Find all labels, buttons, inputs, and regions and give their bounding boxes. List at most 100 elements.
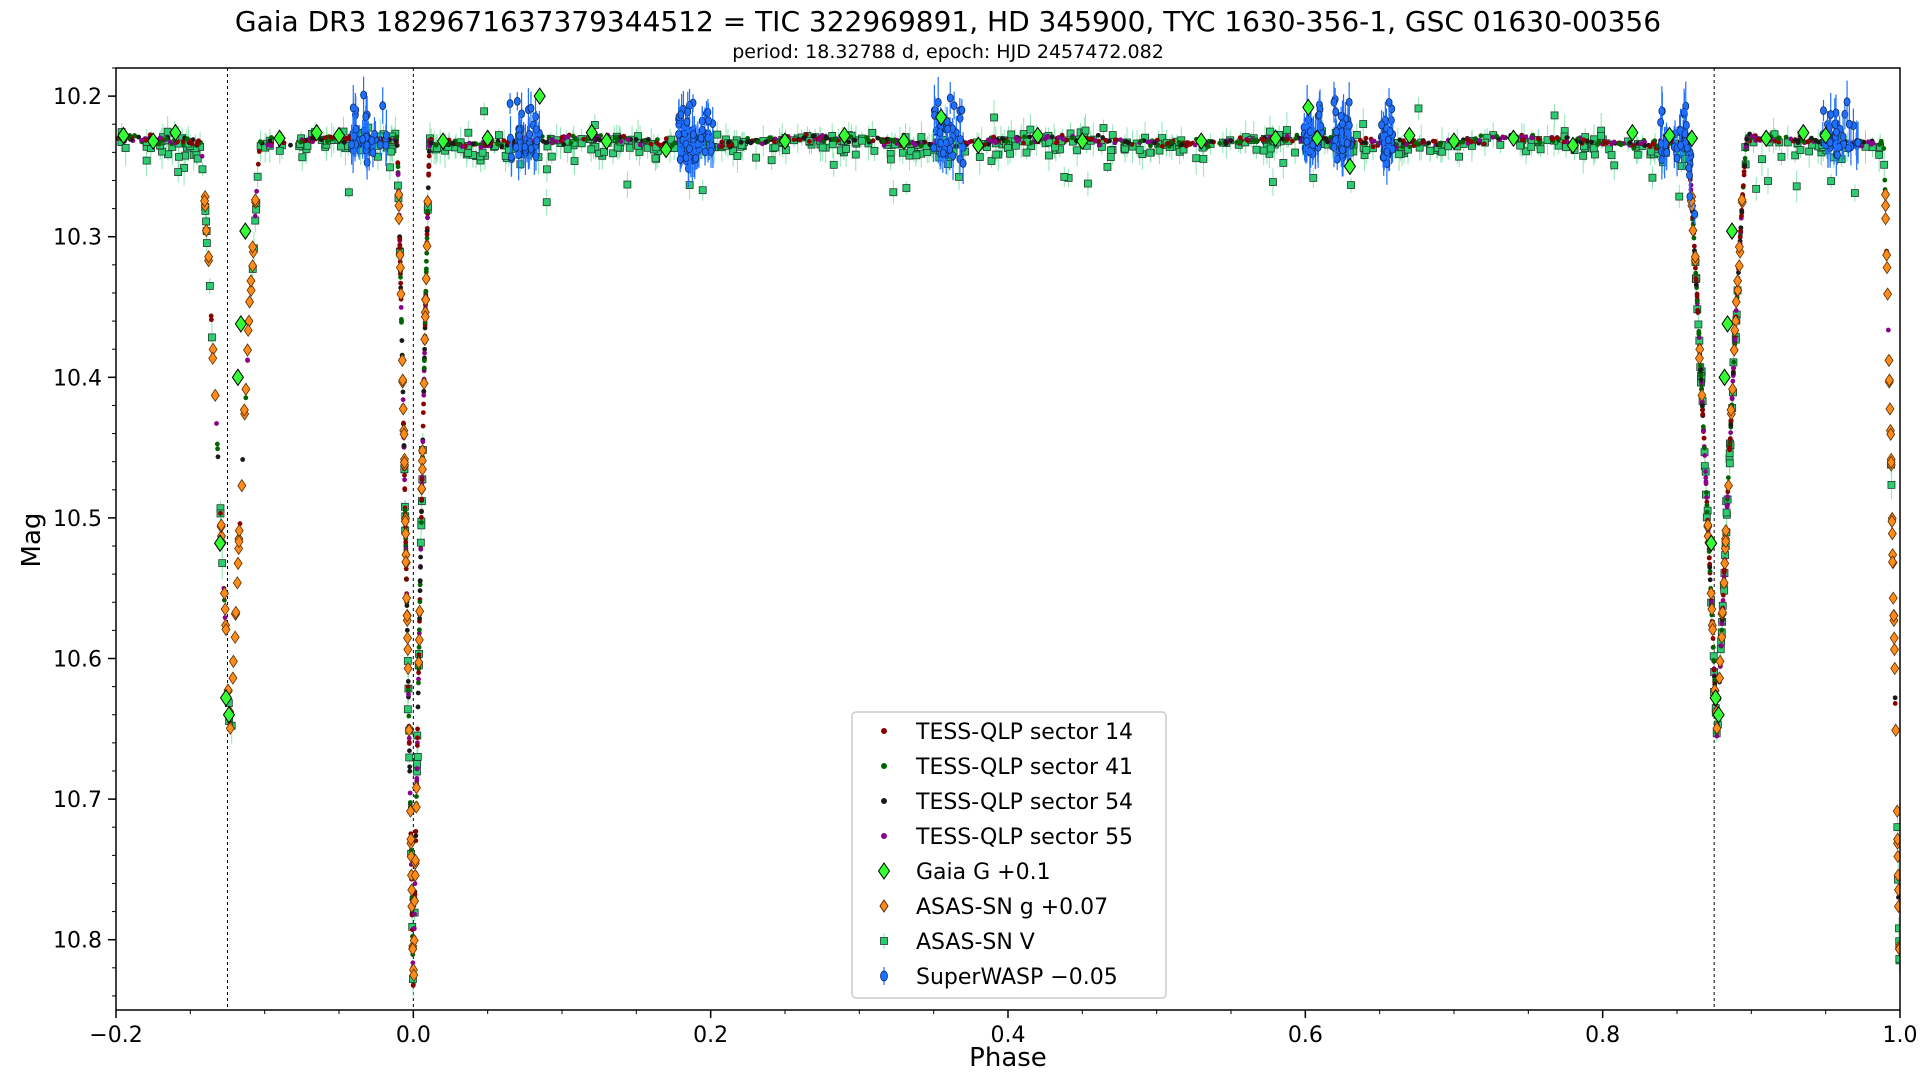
asassn-v-point	[387, 147, 396, 156]
tess-point	[420, 410, 426, 415]
asassn-g-point	[233, 556, 243, 571]
asassn-g-point	[403, 642, 413, 657]
tess-point	[1618, 142, 1624, 148]
tess-point	[1363, 135, 1369, 141]
legend-label: TESS-QLP sector 14	[915, 720, 1133, 745]
tess-point	[1581, 137, 1587, 143]
asassn-g-point	[1715, 671, 1725, 685]
asassn-v-point	[625, 143, 634, 152]
asassn-g-point	[1724, 478, 1733, 493]
tess-point	[553, 139, 559, 145]
asassn-g-point	[231, 605, 241, 620]
tess-point	[426, 172, 432, 178]
tess-point	[1698, 377, 1704, 383]
gaia-point	[897, 132, 911, 150]
tess-point	[1707, 577, 1713, 583]
superwasp-point	[705, 116, 712, 126]
asassn-g-point	[1718, 605, 1728, 620]
gaia-point	[934, 108, 948, 127]
asassn-v-point	[1764, 177, 1772, 185]
tess-point	[418, 554, 424, 560]
asassn-v-point	[992, 150, 1001, 159]
superwasp-point	[1841, 109, 1849, 119]
asassn-v-point	[1359, 120, 1368, 128]
asassn-v-point	[1893, 823, 1900, 832]
asassn-v-point	[344, 188, 353, 197]
tess-point	[417, 582, 423, 588]
asassn-v-point	[463, 149, 472, 157]
tess-point	[423, 269, 429, 274]
superwasp-point	[527, 103, 535, 113]
tess-point	[1521, 137, 1526, 143]
tess-point	[268, 143, 274, 149]
tess-point	[1707, 564, 1713, 570]
asassn-v-point	[1266, 144, 1275, 153]
tess-point	[215, 446, 220, 452]
asassn-v-point	[1099, 124, 1108, 132]
asassn-v-point	[1426, 146, 1435, 155]
tess-point	[1892, 701, 1898, 706]
asassn-g-point	[1888, 555, 1897, 569]
asassn-v-point	[1395, 150, 1404, 159]
asassn-g-point	[1694, 351, 1704, 366]
superwasp-point	[689, 130, 697, 140]
asassn-g-point	[1728, 382, 1738, 396]
tess-point	[417, 616, 422, 621]
tess-point	[132, 133, 137, 138]
tess-point	[891, 139, 897, 144]
superwasp-point	[686, 144, 693, 154]
legend-marker	[881, 798, 887, 804]
tess-point	[1695, 307, 1701, 313]
asassn-g-point	[421, 293, 431, 307]
tess-point	[1357, 137, 1363, 143]
asassn-v-point	[1792, 182, 1801, 191]
tess-point	[1728, 422, 1734, 428]
tess-point	[746, 139, 752, 145]
asassn-v-point	[1880, 160, 1889, 169]
asassn-v-point	[829, 160, 838, 169]
asassn-v-point	[405, 753, 414, 762]
x-tick-label: 0.0	[396, 1023, 431, 1048]
asassn-g-point	[401, 555, 411, 569]
tess-point	[420, 439, 426, 445]
tess-point	[1741, 172, 1747, 178]
asassn-v-point	[902, 184, 911, 192]
tess-point	[1118, 137, 1123, 143]
asassn-g-point	[1887, 526, 1897, 541]
asassn-g-point	[243, 323, 253, 338]
asassn-v-point	[1309, 174, 1318, 182]
asassn-g-point	[402, 609, 412, 623]
asassn-g-point	[1690, 250, 1700, 264]
tess-point	[413, 833, 419, 839]
tess-point	[255, 161, 261, 167]
asassn-v-point	[1026, 125, 1035, 134]
asassn-g-point	[243, 343, 253, 357]
superwasp-point	[1657, 117, 1665, 127]
tess-point	[1702, 445, 1707, 451]
asassn-g-point	[246, 283, 256, 297]
asassn-v-point	[1266, 127, 1274, 136]
superwasp-point	[1384, 135, 1392, 145]
asassn-v-point	[1895, 924, 1900, 933]
tess-point	[1217, 140, 1223, 146]
tess-point	[1049, 134, 1055, 140]
asassn-v-point	[1633, 150, 1642, 159]
tess-point	[1741, 183, 1746, 189]
asassn-g-point	[423, 194, 433, 209]
asassn-v-point	[685, 181, 694, 189]
tess-point	[425, 185, 431, 191]
tess-point	[1407, 144, 1413, 150]
asassn-v-point	[1527, 142, 1536, 151]
tess-point	[1165, 140, 1171, 146]
superwasp-point	[1833, 127, 1840, 137]
asassn-g-point	[406, 849, 416, 864]
asassn-g-point	[1893, 883, 1900, 897]
tess-point	[428, 140, 434, 146]
asassn-g-point	[1884, 353, 1894, 368]
tess-point	[1432, 138, 1438, 144]
tess-point	[208, 313, 214, 319]
superwasp-point	[692, 153, 700, 163]
asassn-g-point	[401, 526, 411, 541]
asassn-v-point	[870, 146, 879, 155]
asassn-g-point	[234, 523, 244, 538]
